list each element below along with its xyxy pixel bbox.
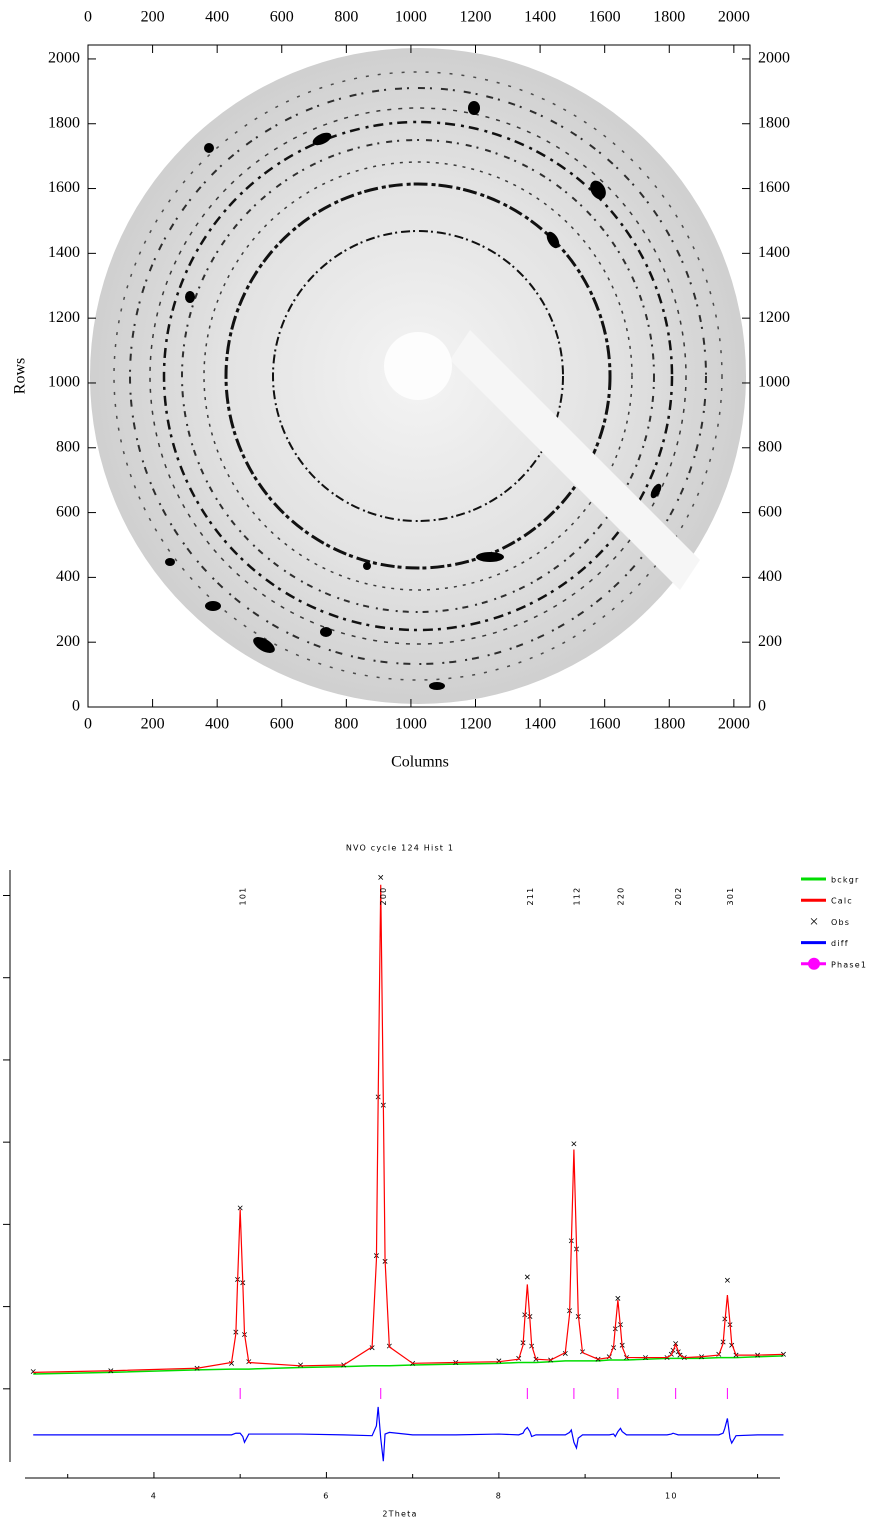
y-tick-label: 200 [56,633,80,650]
y-tick-label: 1600 [758,179,790,196]
legend-label: Phase1 [831,960,867,969]
y-tick-label: 1200 [758,309,790,326]
obs-point [562,1350,568,1356]
y-tick-label: 0 [72,698,80,715]
series-line [33,1355,784,1375]
x-tick-label: 4 [151,1492,157,1501]
obs-point [229,1360,235,1366]
obs-point [369,1345,375,1351]
legend-label: Calc [831,897,853,906]
obs-point [496,1358,502,1364]
x-tick-label: 200 [141,9,165,26]
y-tick-label: 0 [758,698,766,715]
x-tick-label: 2000 [718,716,750,733]
y-tick-label: 600 [758,503,782,520]
y-tick-label: 400 [758,568,782,585]
x-tick-label: 800 [334,716,358,733]
x-tick-label: 6 [323,1492,329,1501]
x-tick-label: 2000 [718,9,750,26]
reflection-label: 200 [379,887,388,906]
y-tick-label: 800 [56,438,80,455]
obs-point [724,1277,730,1283]
x-tick-label: 1800 [653,716,685,733]
legend-label: diff [831,939,849,948]
y-tick-label: 800 [758,438,782,455]
plot-frame [87,44,751,708]
y-tick-label: 2000 [48,50,80,67]
x-tick-label: 400 [205,716,229,733]
y-tick-label: 600 [56,503,80,520]
x-tick-label: 1000 [395,9,427,26]
x-tick-label: 1200 [460,9,492,26]
reflection-label: 112 [572,887,581,906]
x-tick-label: 0 [84,9,92,26]
reflection-label: 202 [674,887,683,906]
y-tick-label: 1600 [48,179,80,196]
y-tick-label: 1400 [758,244,790,261]
x-tick-label: 800 [334,9,358,26]
y-tick-label: 200 [758,633,782,650]
x-tick-label: 600 [270,9,294,26]
obs-point [298,1362,304,1368]
y-axis-title: Rows [12,358,29,394]
obs-point [524,1274,530,1280]
reflection-label: 101 [239,887,248,906]
y-tick-label: 1800 [48,114,80,131]
x-tick-label: 1400 [524,716,556,733]
series-line [33,1406,784,1462]
obs-point [237,1205,243,1211]
y-tick-label: 400 [56,568,80,585]
obs-point [615,1295,621,1301]
reflection-label: 301 [726,887,735,906]
y-tick-label: 1400 [48,244,80,261]
obs-point [571,1141,577,1147]
x-tick-label: 200 [141,716,165,733]
obs-point [378,874,384,880]
legend-marker [808,957,820,970]
refinement-chart: NVO cycle 124 Hist 1 2Theta 4 6 8 10 101 200 2… [3,844,867,1519]
x-tick-label: 600 [270,716,294,733]
reflection-label: 211 [526,887,535,906]
x-tick-label: 400 [205,9,229,26]
x-tick-label: 1600 [589,716,621,733]
series-line [33,884,784,1373]
legend-label: Obs [831,918,850,927]
x-axis-title: Columns [391,754,449,771]
y-tick-label: 1000 [48,374,80,391]
x-tick-label: 1000 [395,716,427,733]
x-tick-label: 1600 [589,9,621,26]
detector-image-chart: Columns Rows 002002004004006006008008001… [12,9,790,771]
x-tick-label: 1200 [460,716,492,733]
x-tick-label: 8 [496,1492,502,1501]
diffraction-image [90,48,746,704]
chart-title: NVO cycle 124 Hist 1 [346,844,454,853]
legend-label: bckgr [831,876,859,885]
x-tick-label: 10 [665,1492,678,1501]
y-tick-label: 1000 [758,374,790,391]
x-tick-label: 1800 [653,9,685,26]
x-tick-label: 0 [84,716,92,733]
obs-point [30,1369,36,1375]
x-tick-label: 1400 [524,9,556,26]
y-tick-label: 1200 [48,309,80,326]
x-axis-title: 2Theta [382,1510,417,1519]
legend-marker [810,918,818,925]
reflection-label: 220 [616,887,625,906]
y-tick-label: 2000 [758,50,790,67]
y-tick-label: 1800 [758,114,790,131]
